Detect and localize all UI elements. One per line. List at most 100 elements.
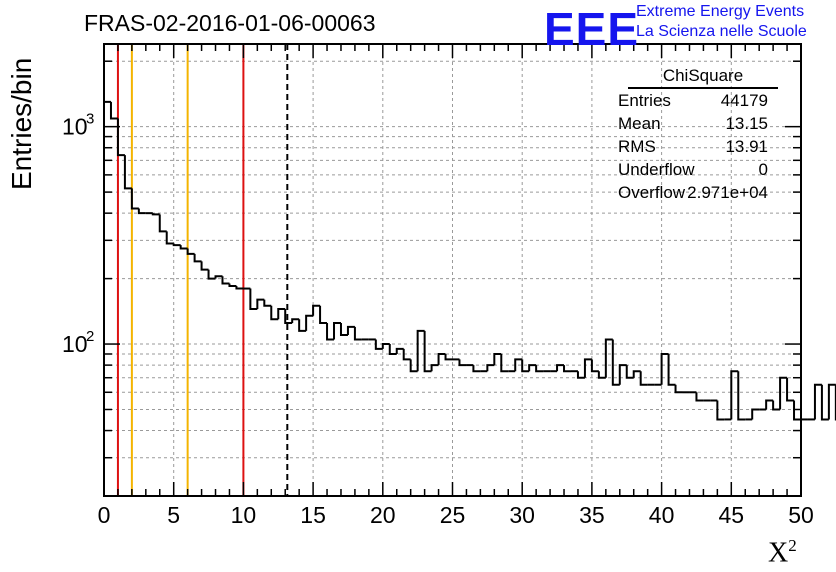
histogram-bin (305, 314, 314, 331)
histogram-bin (193, 253, 202, 263)
histogram-bin (172, 243, 181, 247)
histogram-bin (298, 319, 307, 332)
histogram-bin (444, 353, 453, 361)
x-tick-label: 30 (509, 502, 535, 528)
histogram-bin (186, 248, 195, 255)
histogram-bin (388, 344, 397, 355)
histogram-bin (820, 384, 829, 421)
histogram-bin (346, 325, 355, 336)
chart-title: FRAS-02-2016-01-06-00063 (84, 10, 376, 36)
x-tick-label: 50 (788, 502, 814, 528)
histogram-bin (137, 208, 146, 215)
histogram-bin (779, 376, 788, 410)
histogram-bin (667, 353, 676, 386)
histogram-bin (437, 352, 446, 366)
stats-key: Mean (618, 114, 661, 133)
logo-line-2: La Scienza nelle Scuole (636, 23, 807, 40)
histogram-bin (374, 339, 383, 350)
histogram-bin (200, 261, 209, 271)
histogram-bin (402, 348, 411, 361)
x-tick-label: 45 (719, 502, 745, 528)
histogram-bin (214, 275, 223, 279)
histogram-bin (765, 399, 774, 410)
stats-row-rms: RMS 13.91 (612, 135, 780, 158)
histogram-bin (674, 384, 683, 394)
logo-line-1: Extreme Energy Events (636, 3, 805, 20)
y-axis-label: Entries/bin (6, 57, 37, 190)
histogram-bin (793, 400, 801, 421)
x-tick-label: 15 (300, 502, 326, 528)
y-tick-label: 10 (62, 331, 88, 357)
histogram-bin (395, 347, 404, 354)
histogram-bin (221, 276, 230, 285)
histogram-bin (123, 155, 132, 190)
histogram-bin (556, 364, 565, 372)
histogram-bin (597, 371, 606, 379)
histogram-bin (207, 269, 216, 280)
histogram-bin (751, 408, 760, 420)
histogram-bin (772, 400, 781, 411)
stats-value: 2.971e+04 (687, 183, 768, 202)
histogram-bin (604, 338, 613, 378)
stats-row-mean: Mean 13.15 (612, 112, 780, 135)
histogram-bin (381, 343, 390, 349)
histogram-bin (333, 321, 341, 340)
y-tick-label: 10 (62, 114, 88, 140)
histogram-bin (312, 304, 321, 316)
x-tick-label: 10 (231, 502, 257, 528)
histogram-bin (695, 392, 704, 402)
histogram-bin (583, 358, 592, 378)
histogram-bin (730, 370, 739, 420)
histogram-bin (563, 365, 571, 373)
histogram-bin (500, 353, 509, 373)
histogram-bin (158, 214, 167, 233)
histogram-bin (263, 299, 272, 307)
histogram-bin (326, 322, 335, 341)
x-tick-label: 5 (167, 502, 180, 528)
histogram-bin (235, 285, 244, 290)
histogram-bin (737, 371, 746, 421)
histogram-bin (151, 213, 160, 216)
histogram-bin (284, 308, 293, 324)
grid-lines (104, 44, 801, 497)
stats-box: ChiSquare Entries 44179 Mean 13.15 RMS 1… (612, 66, 780, 204)
histogram-bin (639, 371, 648, 386)
histogram-bin (535, 365, 544, 373)
histogram-bin (277, 307, 286, 320)
histogram-bin (353, 326, 362, 341)
histogram-bin (521, 359, 530, 373)
histogram-bin (130, 188, 139, 210)
stats-value: 13.15 (725, 114, 768, 133)
histogram-bin (179, 245, 188, 250)
histogram-bin (339, 322, 348, 337)
histogram-bin (270, 305, 279, 321)
histogram-bin (576, 371, 585, 379)
histogram-bin (249, 288, 258, 310)
histogram-bin (416, 329, 425, 372)
histogram-bin (430, 364, 439, 372)
x-tick-label: 0 (98, 502, 111, 528)
histogram-bin (786, 377, 795, 402)
stats-title: ChiSquare (628, 66, 778, 89)
histogram-bin (660, 352, 669, 385)
histogram-bin (590, 359, 599, 373)
eee-logo: EEE (544, 3, 640, 55)
histogram-bin (528, 364, 537, 372)
histogram-bin (228, 283, 237, 287)
stats-key: Underflow (618, 160, 695, 179)
stats-key: RMS (618, 137, 656, 156)
x-axis-label: X2 (768, 536, 797, 569)
y-tick-label-exponent: 2 (86, 328, 94, 345)
histogram-bin (618, 364, 627, 385)
histogram-bin (813, 383, 822, 420)
stats-value: 44179 (720, 91, 768, 110)
x-tick-label: 25 (440, 502, 466, 528)
stats-row-entries: Entries 44179 (612, 89, 780, 112)
histogram-bin (409, 359, 418, 373)
y-tick-label-exponent: 3 (86, 111, 94, 128)
histogram-bin (632, 370, 641, 378)
histogram-bin (458, 359, 467, 367)
histogram-bin (165, 231, 174, 245)
